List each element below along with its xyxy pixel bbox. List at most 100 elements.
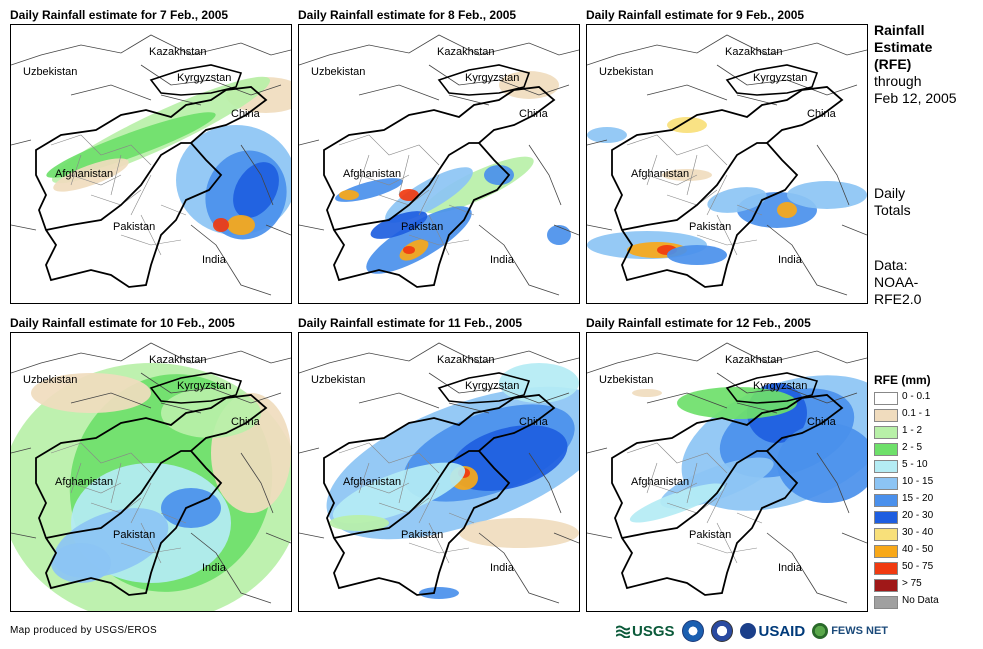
- country-label-afghanistan: Afghanistan: [343, 476, 402, 488]
- legend-swatch: [874, 460, 898, 473]
- rain-patch: [332, 462, 466, 524]
- legend-swatch: [874, 579, 898, 592]
- rain-patch: [632, 389, 662, 397]
- rainfall-map: Kazakhstan Uzbekistan Kyrgyzstan China Afgha…: [298, 332, 580, 612]
- map-panel: Daily Rainfall estimate for 10 Feb., 200…: [10, 316, 292, 614]
- rainfall-map: Kazakhstan Uzbekistan Kyrgyzstan China Afgha…: [586, 24, 868, 304]
- legend-label: > 75: [902, 578, 922, 589]
- usgs-logo-text: USGS: [632, 622, 675, 640]
- country-label-pakistan: Pakistan: [689, 529, 732, 541]
- legend-label: 2 - 5: [902, 442, 923, 453]
- legend-swatch: [874, 545, 898, 558]
- country-label-kazakhstan: Kazakhstan: [149, 354, 207, 366]
- legend-label: 0 - 0.1: [902, 391, 931, 402]
- rain-patch: [662, 169, 712, 181]
- country-borders: [11, 342, 291, 604]
- usaid-logo-text: USAID: [758, 622, 806, 640]
- legend-label: 50 - 75: [902, 561, 934, 572]
- noaa-logo-icon: [681, 620, 704, 642]
- rain-patch: [370, 211, 428, 239]
- kyrgyzstan-outline: [437, 372, 531, 404]
- afghanistan-pakistan-border: [333, 450, 479, 539]
- credit-text: Map produced by USGS/EROS: [10, 625, 158, 636]
- legend-swatch: [874, 409, 898, 422]
- rain-patch: [459, 518, 579, 548]
- country-label-india: India: [202, 254, 226, 266]
- rain-patch: [31, 373, 151, 413]
- country-label-pakistan: Pakistan: [689, 221, 732, 233]
- map-panel: Daily Rainfall estimate for 9 Feb., 2005…: [586, 8, 868, 306]
- rain-patch: [787, 181, 867, 209]
- kyrgyzstan-outline: [149, 372, 243, 404]
- country-borders: [587, 342, 867, 604]
- rainfall-map-canvas: [11, 34, 291, 296]
- country-label-kyrgyzstan: Kyrgyzstan: [753, 380, 808, 392]
- rain-patch: [629, 483, 725, 523]
- map-panel: Daily Rainfall estimate for 11 Feb., 200…: [298, 316, 580, 614]
- rainfall-map: Kazakhstan Uzbekistan Kyrgyzstan China Afgha…: [10, 332, 292, 612]
- data-source-note: Data: NOAA- RFE2.0: [874, 257, 921, 308]
- rain-patch: [403, 246, 415, 254]
- usaid-seal-icon: [739, 623, 756, 639]
- country-label-kyrgyzstan: Kyrgyzstan: [753, 72, 808, 84]
- country-label-china: China: [807, 416, 836, 428]
- country-label-india: India: [202, 562, 226, 574]
- rain-patch: [339, 190, 359, 200]
- country-label-afghanistan: Afghanistan: [343, 168, 402, 180]
- title-line-1: Rainfall: [874, 22, 925, 38]
- title-line-3: (RFE): [874, 56, 912, 72]
- country-label-uzbekistan: Uzbekistan: [599, 66, 654, 78]
- country-borders: [587, 34, 867, 296]
- afghanistan-pakistan-border: [45, 142, 191, 231]
- country-label-kazakhstan: Kazakhstan: [725, 354, 783, 366]
- country-label-kyrgyzstan: Kyrgyzstan: [465, 72, 520, 84]
- country-label-kyrgyzstan: Kyrgyzstan: [465, 380, 520, 392]
- afghanistan-pakistan-border: [333, 142, 479, 231]
- data-line-3: RFE2.0: [874, 291, 922, 307]
- panel-title: Daily Rainfall estimate for 12 Feb., 200…: [586, 316, 811, 330]
- legend-swatch: [874, 528, 898, 541]
- legend-swatch: [874, 596, 898, 609]
- rainfall-map-canvas: [587, 342, 867, 604]
- panel-title: Daily Rainfall estimate for 7 Feb., 2005: [10, 8, 229, 22]
- rain-patch: [51, 543, 111, 583]
- country-label-uzbekistan: Uzbekistan: [23, 374, 78, 386]
- country-label-china: China: [231, 416, 260, 428]
- data-line-1: Data:: [874, 257, 908, 273]
- fewsnet-logo-text: FEWS NET: [831, 625, 889, 637]
- legend-label: 5 - 10: [902, 459, 928, 470]
- rain-patch: [53, 158, 129, 192]
- legend-label: No Data: [902, 595, 939, 606]
- legend-swatch: [874, 494, 898, 507]
- rain-patch: [777, 423, 867, 503]
- afghanistan-pakistan-border: [45, 450, 191, 539]
- usaid-logo: USAID: [739, 622, 806, 640]
- rainfall-map: Kazakhstan Uzbekistan Kyrgyzstan China Afgha…: [298, 24, 580, 304]
- country-label-kazakhstan: Kazakhstan: [437, 46, 495, 58]
- rainfall-map-canvas: [11, 342, 291, 611]
- country-label-afghanistan: Afghanistan: [55, 168, 114, 180]
- country-label-uzbekistan: Uzbekistan: [311, 374, 366, 386]
- country-borders: [299, 342, 579, 604]
- map-panel: Daily Rainfall estimate for 8 Feb., 2005…: [298, 8, 580, 306]
- kyrgyzstan-outline: [149, 64, 243, 96]
- panel-title: Daily Rainfall estimate for 11 Feb., 200…: [298, 316, 523, 330]
- country-label-kazakhstan: Kazakhstan: [725, 46, 783, 58]
- country-borders: [11, 34, 291, 296]
- rain-patch: [161, 388, 261, 438]
- legend-label: 1 - 2: [902, 425, 923, 436]
- afghanistan-pakistan-border: [621, 142, 767, 231]
- legend-swatch: [874, 426, 898, 439]
- country-label-kazakhstan: Kazakhstan: [149, 46, 207, 58]
- legend-label: 10 - 15: [902, 476, 934, 487]
- daily-line-2: Totals: [874, 202, 911, 218]
- rain-patch: [227, 215, 255, 235]
- logo-strip: USGS USAID FEWS NET: [616, 618, 888, 644]
- rainfall-map-canvas: [299, 342, 579, 604]
- region-outline: [323, 394, 556, 596]
- country-label-india: India: [778, 254, 802, 266]
- kyrgyzstan-outline: [725, 372, 819, 404]
- country-label-uzbekistan: Uzbekistan: [23, 66, 78, 78]
- legend-swatch: [874, 443, 898, 456]
- country-borders: [299, 34, 579, 296]
